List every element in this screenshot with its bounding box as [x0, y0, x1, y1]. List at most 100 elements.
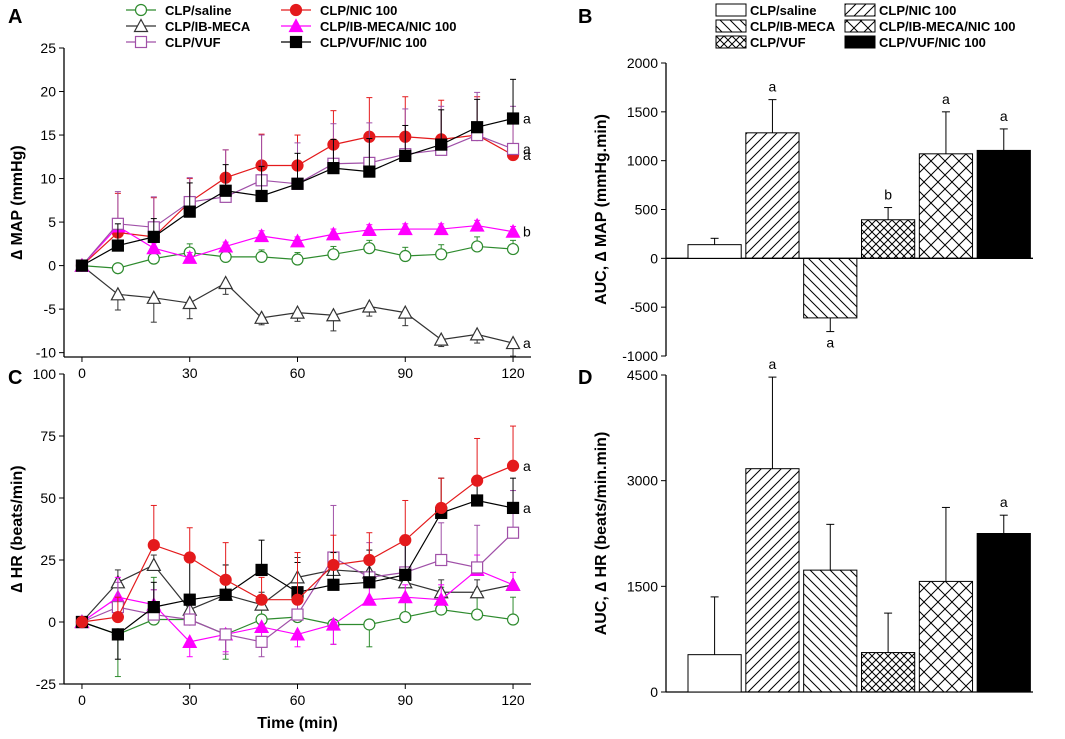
y-tick-label: -25 — [36, 676, 56, 692]
data-point — [75, 259, 89, 272]
significance-label: b — [884, 187, 892, 203]
data-point — [327, 578, 340, 591]
legend-swatch — [844, 3, 876, 17]
y-axis-label: ∆ HR (beats/min) — [9, 465, 26, 592]
legend-label: CLP/VUF/NIC 100 — [320, 35, 427, 50]
significance-label: a — [769, 356, 777, 372]
data-point — [506, 112, 520, 125]
data-point — [325, 226, 341, 241]
data-point — [471, 240, 484, 253]
data-point — [325, 616, 341, 631]
data-point — [327, 248, 340, 261]
bar — [687, 244, 742, 259]
bar-group: b — [861, 187, 916, 259]
y-tick-label: 25 — [40, 552, 56, 568]
legend-marker — [134, 3, 148, 17]
series-line — [81, 265, 514, 344]
data-point — [147, 230, 160, 243]
bar — [918, 580, 974, 693]
bar — [687, 654, 742, 693]
bar-group — [918, 506, 974, 693]
bar-group — [687, 237, 742, 259]
y-tick-label: 2000 — [627, 55, 658, 71]
data-point — [291, 608, 304, 621]
data-point — [183, 551, 196, 564]
legend-label: CLP/VUF — [165, 35, 221, 50]
legend-marker — [133, 18, 149, 33]
legend-item-vuf: CLP/VUF — [126, 35, 221, 50]
legend-label: CLP/IB-MECA — [750, 19, 836, 34]
data-point — [289, 233, 306, 248]
data-point — [291, 177, 304, 190]
data-point — [433, 331, 449, 346]
y-tick-label: 75 — [40, 428, 56, 444]
series-nic: a — [75, 96, 531, 272]
data-point — [146, 290, 162, 304]
data-point — [435, 138, 448, 151]
legend-item: CLP/NIC 100 — [844, 3, 956, 18]
data-point — [435, 553, 448, 567]
data-point — [399, 610, 412, 624]
data-point — [289, 304, 306, 319]
data-point — [147, 601, 160, 614]
data-point — [506, 526, 520, 539]
significance-label: a — [523, 141, 531, 157]
bar — [861, 219, 916, 259]
data-point — [397, 304, 413, 319]
data-point — [506, 613, 520, 626]
legend-item: CLP/VUF/NIC 100 — [844, 35, 986, 50]
data-point — [469, 326, 485, 341]
legend-label: CLP/NIC 100 — [879, 3, 956, 18]
data-point — [218, 275, 234, 290]
data-point — [147, 539, 160, 552]
bar-chart-d: 0 1500 3000 4500 AUC, ∆ HR (beats/min.min) a a — [593, 356, 1033, 700]
y-tick-label: 500 — [635, 202, 659, 218]
legend-item-ibmeca: CLP/IB-MECA — [126, 18, 251, 34]
series-vuf_nic: a — [75, 477, 531, 660]
significance-label: a — [1000, 494, 1008, 510]
data-point — [219, 250, 232, 264]
legend-swatch — [715, 19, 747, 33]
data-point — [254, 619, 270, 634]
data-point — [469, 217, 485, 232]
data-point — [505, 335, 521, 350]
bar — [861, 652, 916, 693]
data-point — [435, 248, 448, 261]
bar — [918, 153, 974, 259]
y-tick-label: 3000 — [627, 473, 658, 489]
panel-label-a: A — [8, 6, 22, 28]
legend-marker — [134, 35, 148, 49]
data-point — [327, 558, 340, 572]
bar-group: a — [918, 91, 974, 259]
data-point — [111, 628, 124, 641]
series-vuf_nic: a — [75, 78, 531, 272]
y-axis-label: AUC, ∆ HR (beats/min.min) — [593, 432, 610, 636]
legend-item-nic: CLP/NIC 100 — [281, 3, 397, 18]
y-tick-label: 4500 — [627, 367, 658, 383]
data-point — [219, 628, 232, 641]
panel-label-c: C — [8, 367, 22, 389]
series-ibmeca: a — [74, 257, 531, 357]
y-tick-label: 5 — [48, 214, 56, 230]
legend-item-vuf_nic: CLP/VUF/NIC 100 — [281, 35, 427, 50]
x-tick-label: 0 — [78, 365, 86, 381]
legend-label: CLP/saline — [750, 3, 816, 18]
bar-group: a — [976, 108, 1031, 259]
y-tick-label: -10 — [36, 345, 56, 361]
bar — [976, 533, 1031, 693]
legend-swatch — [715, 35, 747, 49]
data-point — [505, 577, 521, 591]
y-tick-label: 1500 — [627, 104, 658, 120]
data-point — [506, 142, 520, 156]
y-tick-label: 0 — [48, 258, 56, 274]
significance-label: a — [1000, 108, 1008, 124]
x-tick-label: 30 — [182, 365, 198, 381]
data-point — [183, 593, 196, 606]
x-tick-label: 90 — [397, 692, 413, 708]
legend-swatch — [844, 35, 876, 49]
series-nic: a — [75, 425, 531, 629]
data-point — [111, 239, 124, 252]
series-vuf: a — [75, 91, 531, 272]
x-tick-label: 0 — [78, 692, 86, 708]
